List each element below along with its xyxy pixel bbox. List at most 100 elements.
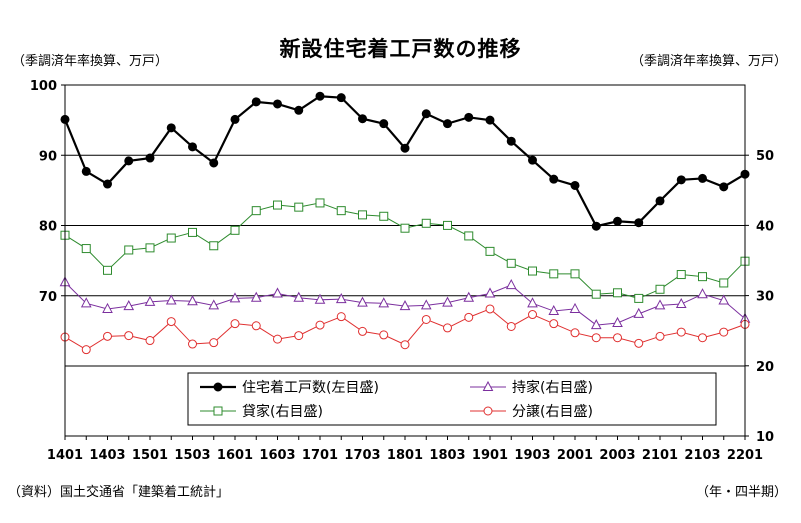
data-point: [315, 198, 325, 208]
data-point: [335, 293, 347, 304]
data-point: [464, 312, 474, 322]
data-point: [655, 284, 665, 294]
data-point: [357, 296, 368, 307]
data-point: [548, 304, 560, 316]
data-point: [485, 115, 495, 125]
data-point: [315, 91, 325, 101]
left-axis-unit-label: （季調済年率換算、万戸）: [12, 54, 169, 69]
data-point: [590, 319, 602, 330]
data-point: [633, 307, 645, 318]
data-point: [484, 287, 496, 298]
data-point: [570, 328, 580, 338]
data-point: [294, 202, 304, 212]
data-point: [698, 173, 707, 183]
data-point: [506, 321, 516, 331]
data-point: [676, 270, 686, 280]
data-point: [251, 97, 261, 107]
data-point: [336, 312, 346, 322]
data-point: [591, 221, 601, 231]
data-point: [379, 119, 389, 129]
data-point: [634, 338, 644, 348]
source-note: （資料）国土交通省「建築着工統計」: [8, 485, 230, 500]
legend-label: 住宅着工戸数(左目盛): [242, 380, 379, 396]
data-point: [166, 233, 176, 243]
data-point: [213, 382, 223, 392]
x-axis-tick-label: 1403: [89, 448, 125, 463]
legend-entry: 住宅着工戸数(左目盛): [200, 380, 379, 396]
data-point: [272, 287, 283, 298]
data-point: [336, 93, 346, 103]
data-point: [549, 269, 559, 279]
data-point: [209, 338, 219, 348]
data-point: [613, 333, 622, 343]
data-point: [528, 155, 537, 165]
data-point: [528, 310, 537, 320]
data-point: [421, 314, 431, 324]
right-axis-unit-label: （季調済年率換算、万戸）: [630, 54, 787, 69]
data-point: [379, 211, 389, 221]
data-point: [463, 291, 475, 302]
right-axis-tick-label: 40: [756, 219, 774, 234]
series-line: [63, 95, 746, 228]
legend-entry: 分譲(右目盛): [470, 404, 593, 420]
data-point: [697, 288, 708, 299]
data-point: [400, 143, 410, 153]
data-point: [400, 223, 410, 233]
x-axis-tick-label: 1501: [132, 448, 168, 463]
data-point: [569, 302, 581, 313]
x-axis-tick-label: 2101: [642, 448, 678, 463]
data-point: [251, 321, 261, 331]
legend-entry: 貸家(右目盛): [200, 403, 323, 420]
legend-label: 分譲(右目盛): [512, 404, 593, 420]
data-point: [443, 220, 452, 230]
right-axis-tick-label: 30: [756, 290, 774, 305]
data-point: [570, 180, 580, 190]
data-point: [675, 297, 687, 309]
data-point: [591, 289, 601, 299]
data-point: [698, 272, 707, 282]
data-point: [209, 158, 219, 168]
data-point: [442, 296, 453, 307]
x-axis-tick-label: 2103: [684, 448, 720, 463]
data-point: [273, 200, 282, 210]
data-point: [358, 326, 367, 336]
data-point: [676, 327, 686, 337]
x-axis-tick-label: 1703: [344, 448, 380, 463]
data-point: [485, 246, 495, 256]
x-axis-tick-label: 2003: [599, 448, 635, 463]
x-axis-tick-label: 2201: [727, 448, 763, 463]
legend-label: 持家(右目盛): [512, 379, 593, 396]
data-point: [230, 225, 240, 235]
series-housing-starts: [60, 91, 750, 231]
right-axis-tick-label: 50: [756, 149, 774, 164]
data-point: [213, 406, 223, 416]
data-point: [145, 336, 155, 346]
data-point: [124, 245, 134, 255]
data-point: [336, 206, 346, 216]
x-axis-tick-label: 1701: [302, 448, 338, 463]
data-point: [124, 331, 134, 341]
data-point: [506, 136, 516, 146]
data-point: [358, 210, 367, 220]
data-point: [80, 297, 92, 308]
data-point: [464, 231, 474, 241]
data-point: [527, 297, 538, 308]
x-axis-tick-label: 1601: [217, 448, 253, 463]
data-point: [230, 114, 240, 124]
x-axis-tick-label: 1603: [259, 448, 295, 463]
chart-title: 新設住宅着工戸数の推移: [279, 37, 522, 61]
series-layer: [59, 91, 751, 355]
data-point: [188, 227, 197, 237]
x-axis-tick-label: 1901: [472, 448, 508, 463]
data-point: [358, 114, 367, 124]
data-point: [654, 299, 666, 310]
legend-label: 貸家(右目盛): [242, 403, 323, 420]
data-point: [123, 300, 135, 311]
data-point: [166, 317, 176, 327]
data-point: [251, 206, 261, 216]
data-point: [124, 156, 134, 166]
data-point: [379, 330, 389, 340]
data-point: [485, 304, 495, 314]
data-point: [505, 279, 517, 290]
data-point: [698, 333, 707, 343]
